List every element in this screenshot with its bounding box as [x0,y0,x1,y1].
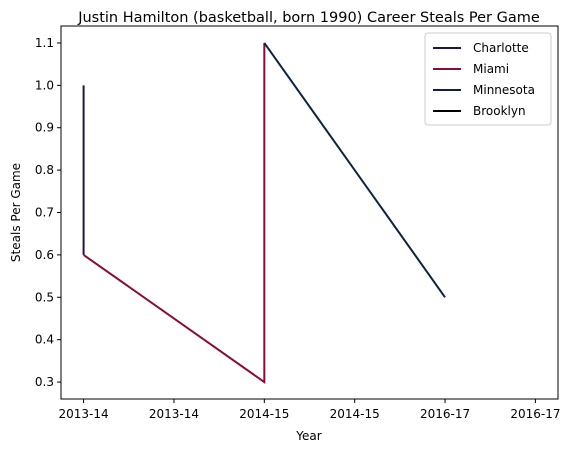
plot-area [82,42,446,384]
legend-entry: Brooklyn [473,104,526,118]
legend-box [424,32,552,126]
y-axis: 0.3 0.4 0.5 0.6 0.7 0.8 0.9 1.0 1.1 [35,36,61,389]
y-tick-label: 0.9 [35,121,54,135]
x-tick-label: 2016-17 [420,407,470,421]
y-axis-title: Steals Per Game [9,163,23,262]
x-tick-label: 2013-14 [149,407,199,421]
x-axis-title: Year [295,429,321,443]
y-tick-label: 0.4 [35,333,54,347]
y-tick-label: 1.1 [35,36,54,50]
x-tick-label: 2014-15 [239,407,289,421]
series-line-miami [83,42,266,384]
legend-entry: Minnesota [473,83,535,97]
y-tick-label: 0.3 [35,375,54,389]
x-tick-label: 2016-17 [510,407,560,421]
y-tick-label: 1.0 [35,78,54,92]
legend-entry: Miami [473,62,509,76]
chart-title: Justin Hamilton (basketball, born 1990) … [77,10,540,26]
x-axis: 2013-14 2013-14 2014-15 2014-15 2016-17 2016-… [59,399,560,421]
y-tick-label: 0.7 [35,206,54,220]
legend-entry: Charlotte [473,41,529,55]
y-tick-label: 0.8 [35,163,54,177]
y-tick-label: 0.5 [35,290,54,304]
legend: Charlotte Miami Minnesota Brooklyn [424,32,552,126]
x-tick-label: 2013-14 [59,407,109,421]
series-line-minnesota [263,42,446,298]
y-tick-label: 0.6 [35,248,54,262]
x-tick-label: 2014-15 [330,407,380,421]
